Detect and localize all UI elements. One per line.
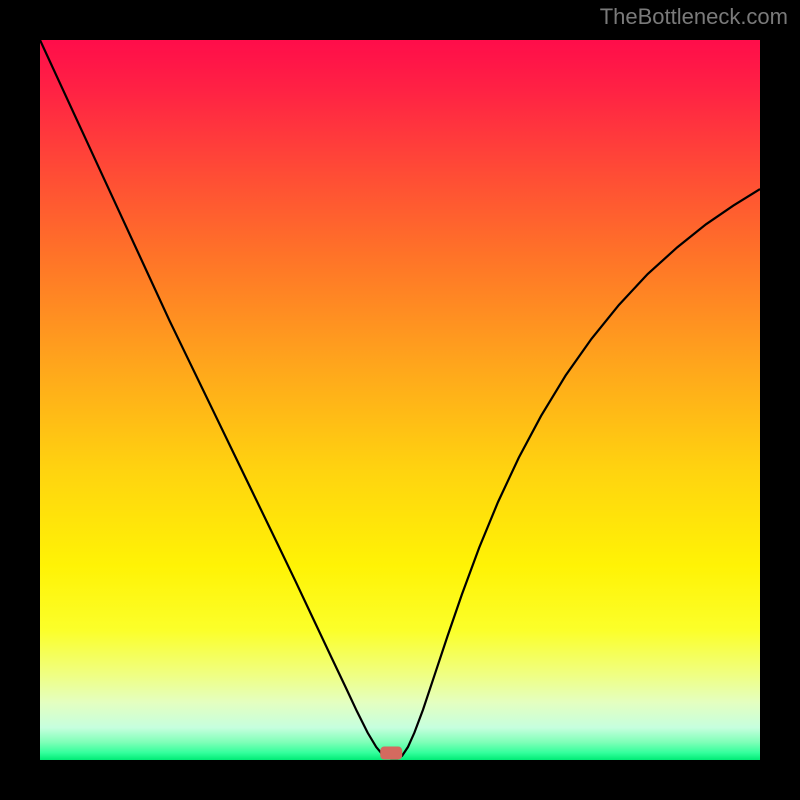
watermark-text: TheBottleneck.com bbox=[600, 4, 788, 30]
chart-area bbox=[40, 40, 760, 760]
curve-path bbox=[40, 40, 760, 759]
optimal-point-marker bbox=[381, 746, 403, 759]
bottleneck-curve bbox=[40, 40, 760, 760]
